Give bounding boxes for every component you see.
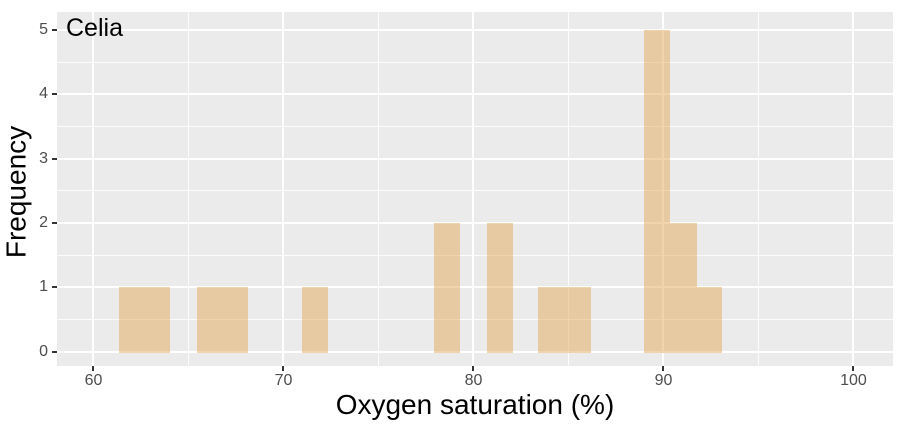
y-tick-label: 2: [39, 214, 48, 232]
y-axis-title: Frequency: [0, 125, 32, 259]
y-tick-label: 4: [39, 85, 48, 103]
x-axis-title: Oxygen saturation (%): [335, 389, 615, 420]
gridline-h-major: [57, 286, 893, 289]
x-tick-label: 70: [274, 372, 293, 389]
gridline-h-major: [57, 157, 893, 160]
y-tick-mark: [52, 157, 57, 160]
histogram-bar: [486, 223, 514, 354]
gridline-h-minor: [57, 254, 893, 256]
x-tick-label: 90: [654, 372, 673, 389]
histogram-bar: [301, 287, 329, 354]
histogram-bar: [433, 223, 461, 354]
y-tick-label: 5: [39, 21, 48, 39]
gridline-h-minor: [57, 61, 893, 63]
gridline-v-minor: [567, 12, 569, 366]
gridline-h-major: [57, 93, 893, 96]
gridline-h-minor: [57, 319, 893, 321]
gridline-v-minor: [377, 12, 379, 366]
plot-panel: Celia: [57, 12, 893, 366]
y-tick-label: 3: [39, 149, 48, 167]
y-tick-mark: [52, 222, 57, 225]
y-tick-mark: [52, 286, 57, 289]
y-tick-label: 1: [39, 278, 48, 296]
x-tick-label: 60: [84, 372, 103, 389]
histogram-bar: [644, 30, 670, 354]
gridline-v-minor: [187, 12, 189, 366]
y-tick-mark: [52, 29, 57, 32]
y-tick-mark: [52, 350, 57, 353]
x-tick-label: 80: [464, 372, 483, 389]
gridline-h-major: [57, 350, 893, 353]
histogram-bar: [669, 223, 697, 354]
gridline-v-major: [472, 12, 475, 366]
gridline-v-major: [92, 12, 95, 366]
gridline-v-minor: [757, 12, 759, 366]
y-tick-label: 0: [39, 342, 48, 360]
histogram-bar: [538, 287, 592, 354]
plot-title: Celia: [66, 14, 123, 42]
gridline-v-major: [282, 12, 285, 366]
x-tick-mark: [852, 366, 855, 371]
x-tick-mark: [472, 366, 475, 371]
histogram-bar: [119, 287, 171, 354]
histogram-bar: [696, 287, 723, 354]
x-tick-mark: [282, 366, 285, 371]
histogram-bar: [197, 287, 249, 354]
gridline-v-major: [852, 12, 855, 366]
gridline-h-major: [57, 222, 893, 225]
gridline-h-minor: [57, 190, 893, 192]
x-tick-mark: [662, 366, 665, 371]
gridline-h-major: [57, 29, 893, 32]
gridline-h-minor: [57, 126, 893, 128]
x-tick-mark: [92, 366, 95, 371]
x-tick-label: 100: [840, 372, 867, 389]
y-tick-mark: [52, 93, 57, 96]
